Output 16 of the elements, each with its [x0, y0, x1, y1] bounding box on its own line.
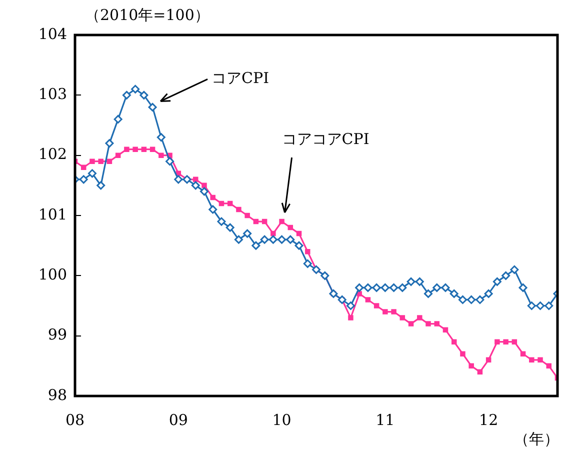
x-tick-label: 08	[65, 410, 85, 429]
y-tick-label: 99	[48, 326, 67, 344]
y-tick-label: 101	[38, 205, 67, 224]
y-tick-label: 100	[38, 266, 67, 284]
y-tick-label: 102	[38, 145, 67, 164]
x-tick-label: 11	[376, 410, 395, 429]
x-tick-label: 10	[272, 410, 292, 429]
x-axis-title: （年）	[514, 430, 559, 448]
text: コアコアCPI	[282, 130, 370, 148]
y-tick-label: 98	[48, 386, 67, 404]
y-axis-title: （2010年=100）	[85, 6, 210, 24]
text: コアCPI	[212, 69, 270, 88]
y-tick-label: 104	[38, 24, 67, 43]
x-tick-label: 09	[168, 410, 188, 429]
x-tick-label: 12	[479, 410, 498, 429]
y-tick-label: 103	[38, 85, 67, 104]
